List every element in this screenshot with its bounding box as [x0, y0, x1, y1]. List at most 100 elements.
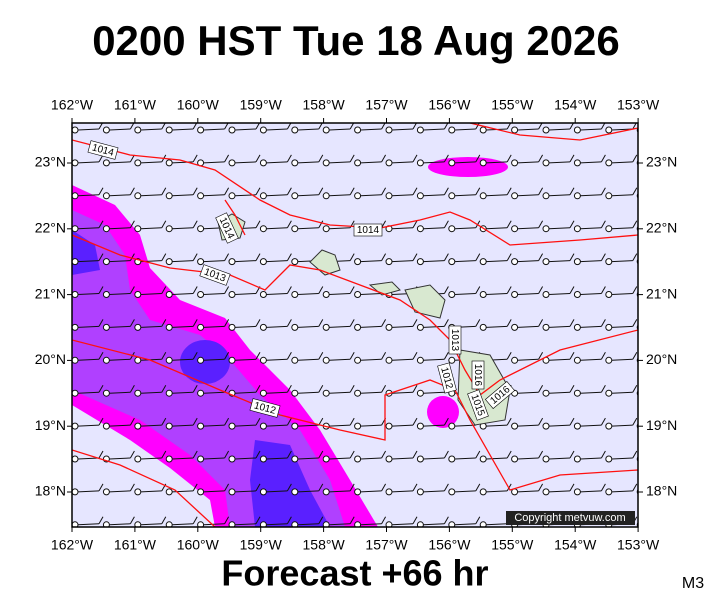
lon-label: 159°W — [240, 97, 283, 113]
barb — [349, 483, 355, 492]
barb-station — [385, 422, 393, 430]
barb — [349, 187, 355, 196]
barb-station — [416, 225, 424, 233]
label-box — [353, 223, 383, 237]
barb-station — [259, 225, 267, 233]
barb — [329, 358, 351, 361]
barb — [381, 352, 387, 360]
barb-station — [72, 291, 79, 298]
barb — [569, 154, 575, 163]
barb-station — [291, 225, 299, 233]
barb-station — [605, 159, 613, 167]
barb — [517, 227, 539, 230]
barb — [161, 352, 167, 360]
barb — [77, 490, 100, 493]
barb-station — [542, 422, 550, 430]
barb-station — [479, 521, 487, 527]
barb — [632, 286, 638, 294]
barb — [600, 450, 606, 459]
barb-station — [479, 323, 487, 331]
barb — [140, 161, 162, 164]
barb — [349, 253, 355, 261]
barb-station — [448, 422, 456, 430]
barb — [161, 319, 167, 327]
barb-station — [165, 225, 173, 233]
barb — [140, 523, 162, 526]
barb — [224, 483, 230, 492]
lat-label: 18°N — [35, 483, 66, 499]
barb-station — [479, 126, 487, 134]
barb-station — [102, 356, 110, 364]
isobar — [224, 199, 246, 236]
barb-station — [479, 291, 487, 298]
barb — [580, 457, 602, 460]
barb — [580, 358, 602, 361]
barb — [224, 384, 230, 393]
barb — [600, 483, 606, 492]
barb — [329, 325, 351, 328]
barb — [297, 293, 319, 295]
barb — [203, 424, 225, 427]
isobar-label: 1012 — [249, 398, 281, 418]
barb — [360, 490, 382, 493]
barb-station — [72, 422, 79, 430]
barb — [192, 319, 198, 327]
barb — [129, 154, 135, 163]
barb — [360, 260, 382, 263]
barb — [109, 194, 131, 197]
barb — [443, 286, 449, 294]
barb-station — [605, 356, 613, 364]
barb — [538, 384, 544, 393]
barb — [266, 457, 288, 460]
barb — [643, 326, 664, 327]
barb — [286, 154, 292, 163]
lat-label: 22°N — [35, 220, 66, 236]
barb — [172, 194, 194, 197]
barb — [286, 319, 292, 327]
barb-station — [165, 356, 173, 364]
barb — [569, 417, 575, 426]
barb — [297, 194, 319, 197]
barb-station — [102, 323, 110, 331]
barb — [548, 457, 571, 460]
barb — [664, 451, 668, 458]
barb — [443, 154, 449, 163]
barb-station — [542, 126, 550, 134]
barb — [329, 490, 351, 493]
barb — [255, 352, 261, 360]
barb-station — [542, 323, 550, 331]
label-box — [448, 325, 462, 355]
barb-station — [197, 455, 205, 463]
barb — [580, 227, 602, 230]
barb-station — [259, 192, 267, 200]
barb — [600, 319, 606, 327]
barb-station — [448, 488, 456, 496]
barb-station — [573, 389, 581, 397]
precip-light — [428, 157, 508, 177]
barb — [517, 358, 539, 361]
barb-station — [511, 455, 519, 463]
barb — [391, 161, 414, 164]
barb-station — [72, 159, 79, 167]
isobar-value: 1014 — [357, 225, 380, 236]
barb-station — [605, 389, 613, 397]
barb — [569, 319, 575, 327]
lat-label: 23°N — [35, 154, 66, 170]
barb — [266, 523, 288, 526]
barb-station — [259, 389, 267, 397]
barb — [506, 187, 512, 196]
barb-station — [479, 258, 487, 266]
barb — [98, 319, 104, 327]
barb — [423, 457, 445, 460]
barb-station — [165, 192, 173, 200]
barb — [109, 227, 131, 230]
barb-station — [385, 323, 393, 331]
barb — [286, 450, 292, 459]
barb-station — [102, 225, 110, 233]
barb — [286, 286, 292, 294]
barb — [172, 457, 194, 460]
barb-station — [322, 488, 330, 496]
barb — [611, 424, 633, 427]
barb — [161, 417, 167, 426]
barb-station — [228, 192, 236, 200]
